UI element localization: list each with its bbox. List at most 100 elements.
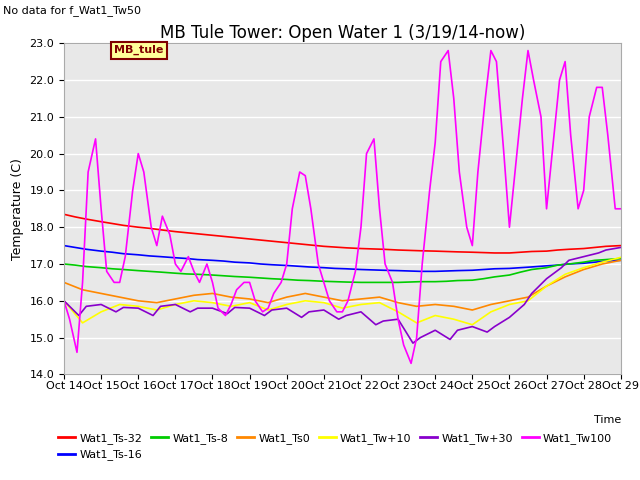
Wat1_Ts-16 [182, 255, 190, 261]
Wat1_Ts-16 [357, 266, 365, 272]
Wat1_Ts-8 [83, 264, 90, 269]
Wat1_Ts0 [116, 294, 124, 300]
Wat1_Tw100 [617, 206, 625, 212]
Wat1_Ts-32 [405, 248, 413, 253]
Wat1_Ts-8 [442, 278, 450, 284]
Wat1_Ts-8 [246, 275, 253, 280]
Wat1_Ts-16 [305, 264, 313, 270]
Wat1_Ts-32 [209, 232, 216, 238]
Wat1_Ts-8 [268, 276, 276, 282]
Wat1_Tw+10 [376, 300, 383, 305]
Wat1_Ts0 [283, 294, 291, 300]
Wat1_Tw+30 [380, 318, 387, 324]
Wat1_Tw+10 [543, 283, 550, 289]
Wat1_Tw+10 [301, 298, 309, 304]
Wat1_Tw+10 [172, 301, 179, 307]
Wat1_Tw+30 [97, 301, 105, 307]
Wat1_Tw+30 [83, 303, 90, 309]
Wat1_Ts-8 [528, 266, 536, 272]
Wat1_Tw+30 [417, 335, 424, 340]
Wat1_Tw+30 [372, 322, 380, 327]
Wat1_Ts0 [153, 300, 161, 305]
Wat1_Ts-8 [194, 271, 202, 277]
Wat1_Ts0 [617, 257, 625, 263]
Wat1_Ts-32 [320, 243, 328, 249]
Line: Wat1_Tw+10: Wat1_Tw+10 [64, 257, 621, 324]
Wat1_Ts-32 [120, 222, 127, 228]
Wat1_Ts-8 [368, 279, 376, 285]
Wat1_Tw+10 [134, 303, 142, 309]
Wat1_Tw+30 [186, 309, 194, 315]
Wat1_Tw+10 [339, 305, 346, 311]
Wat1_Ts-16 [172, 255, 179, 261]
Wat1_Ts-16 [442, 268, 450, 274]
Wat1_Tw+30 [483, 329, 491, 335]
Wat1_Ts-8 [108, 266, 116, 272]
Wat1_Tw100 [407, 360, 415, 366]
Wat1_Ts-8 [565, 261, 573, 267]
Wat1_Tw100 [190, 268, 198, 274]
Wat1_Ts-8 [172, 270, 179, 276]
Wat1_Ts-8 [468, 277, 476, 283]
Wat1_Tw+30 [617, 244, 625, 250]
Wat1_Tw+30 [231, 304, 239, 310]
Wat1_Tw+30 [543, 276, 550, 282]
Wat1_Ts0 [487, 301, 495, 307]
Wat1_Tw+10 [209, 300, 216, 305]
Wat1_Ts-8 [394, 279, 402, 285]
Wat1_Ts0 [413, 303, 420, 309]
Wat1_Ts-16 [368, 267, 376, 273]
Wat1_Ts-16 [468, 267, 476, 273]
Wat1_Tw+10 [246, 300, 253, 305]
Wat1_Ts0 [209, 290, 216, 296]
Wat1_Ts-8 [417, 279, 424, 285]
Wat1_Tw+30 [209, 305, 216, 311]
Wat1_Tw+30 [557, 265, 565, 271]
Line: Wat1_Ts-8: Wat1_Ts-8 [64, 258, 621, 282]
Wat1_Tw+30 [149, 312, 157, 318]
Wat1_Ts-32 [468, 249, 476, 255]
Wat1_Tw+10 [153, 307, 161, 313]
Wat1_Tw+10 [190, 298, 198, 304]
Wat1_Ts-16 [417, 268, 424, 274]
Wat1_Tw100 [543, 206, 550, 212]
Wat1_Tw100 [60, 298, 68, 304]
Wat1_Ts-16 [454, 268, 461, 274]
Wat1_Ts0 [450, 303, 458, 309]
Wat1_Tw+10 [283, 301, 291, 307]
Wat1_Tw+30 [305, 309, 313, 315]
Wat1_Ts-16 [257, 261, 264, 267]
Wat1_Ts-8 [342, 279, 350, 285]
Wat1_Tw+10 [116, 301, 124, 307]
Wat1_Ts-8 [580, 259, 588, 265]
Wat1_Tw+30 [157, 303, 164, 309]
Wat1_Tw+30 [595, 250, 602, 256]
Wat1_Tw+10 [97, 309, 105, 315]
Wat1_Ts-32 [454, 249, 461, 255]
Wat1_Ts-16 [554, 262, 561, 268]
Wat1_Ts-8 [454, 277, 461, 283]
Wat1_Ts-8 [257, 275, 264, 281]
Wat1_Ts-32 [305, 242, 313, 248]
Wat1_Ts-32 [431, 248, 439, 254]
Wat1_Ts-32 [342, 245, 350, 251]
Wat1_Tw+30 [357, 309, 365, 315]
Wat1_Tw+10 [431, 312, 439, 318]
Wat1_Ts0 [506, 298, 513, 304]
Wat1_Ts0 [172, 296, 179, 302]
Wat1_Tw+30 [260, 312, 268, 318]
Wat1_Ts-8 [209, 272, 216, 278]
Wat1_Ts0 [357, 296, 365, 302]
Wat1_Ts-8 [97, 265, 105, 271]
Wat1_Tw+10 [617, 254, 625, 260]
Wat1_Ts0 [524, 294, 532, 300]
Wat1_Ts-32 [417, 248, 424, 253]
Wat1_Tw100 [381, 261, 389, 267]
Wat1_Ts-16 [528, 264, 536, 270]
Wat1_Tw100 [203, 261, 211, 267]
Wat1_Ts-8 [305, 277, 313, 283]
Wat1_Ts0 [264, 300, 272, 305]
Line: Wat1_Ts-16: Wat1_Ts-16 [64, 246, 621, 271]
Wat1_Ts-8 [283, 276, 291, 282]
Wat1_Tw+10 [561, 271, 569, 277]
